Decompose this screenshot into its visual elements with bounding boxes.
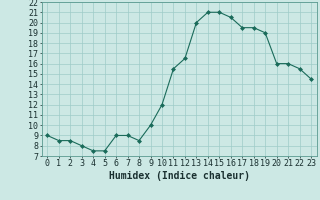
X-axis label: Humidex (Indice chaleur): Humidex (Indice chaleur)	[109, 171, 250, 181]
